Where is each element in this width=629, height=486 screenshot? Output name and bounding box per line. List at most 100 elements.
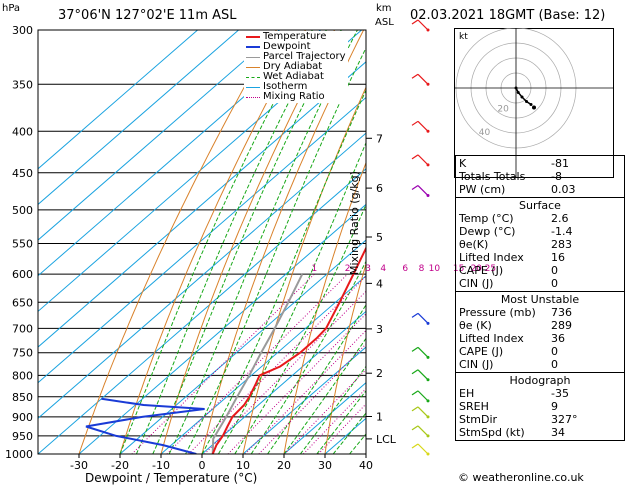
wind-barb-flag — [411, 19, 419, 25]
row-value: -1.4 — [551, 225, 573, 238]
legend-item: Mixing Ratio — [246, 92, 346, 102]
legend-label: Isotherm — [263, 81, 308, 92]
row-label: θe (K) — [459, 319, 492, 332]
wind-barb — [417, 443, 429, 455]
isotherm-line — [78, 203, 366, 454]
wind-barb-flag — [411, 425, 419, 431]
most-unstable-table: Most Unstable Pressure (mb) 736 θe (K) 289 Li… — [455, 291, 625, 373]
row-value: 9 — [551, 400, 558, 413]
asl-label: ASL — [375, 17, 394, 28]
table-row: PW (cm) 0.03 — [459, 183, 621, 196]
hodograph-point — [516, 91, 520, 94]
isotherm-line — [119, 239, 366, 454]
wind-barb-base — [426, 415, 430, 419]
wind-barb — [417, 185, 429, 196]
wind-barb — [417, 154, 429, 166]
pressure-tick-label: 400 — [12, 125, 33, 138]
pressure-tick-label: 600 — [12, 268, 33, 281]
legend-swatch — [246, 96, 260, 98]
legend-item: Dry Adiabat — [246, 62, 346, 72]
mixing-ratio-line — [188, 275, 366, 454]
row-label: θe(K) — [459, 238, 489, 251]
storm-motion-marker — [532, 105, 536, 110]
datetime-label: 02.03.2021 18GMT (Base: 12) — [410, 8, 606, 23]
wind-barb-base — [426, 452, 430, 456]
table-row: CIN (J) 0 — [459, 277, 621, 290]
row-value: 283 — [551, 238, 572, 251]
table-row: CAPE (J) 0 — [459, 345, 621, 358]
wind-barb-base — [426, 163, 430, 167]
row-value: 2.6 — [551, 212, 569, 225]
mixing-ratio-line — [284, 368, 366, 454]
wind-barb-base — [426, 28, 430, 32]
table-row: CAPE (J) 0 — [459, 264, 621, 277]
wet-adiabat-line — [299, 365, 366, 454]
km-tick-label: 6 — [376, 182, 383, 195]
pressure-tick-label: 450 — [12, 167, 33, 180]
table-row: Pressure (mb) 736 — [459, 306, 621, 319]
mixing-ratio-line — [303, 387, 366, 454]
row-label: Dewp (°C) — [459, 225, 516, 238]
dry-adiabat-line — [78, 30, 277, 454]
table-row: θe (K) 289 — [459, 319, 621, 332]
dry-adiabat-line — [119, 30, 306, 454]
mixing-ratio-label: 3 — [365, 264, 371, 274]
isotherm-line — [38, 30, 198, 170]
pressure-tick-label: 750 — [12, 347, 33, 360]
mixing-ratio-line — [317, 403, 366, 454]
row-label: Pressure (mb) — [459, 306, 536, 319]
isotherm-line — [38, 30, 321, 277]
legend-swatch — [246, 56, 260, 58]
wind-barb — [417, 120, 429, 132]
wind-barb-base — [426, 355, 430, 359]
wet-adiabat-line — [185, 46, 366, 454]
row-value: 0 — [551, 358, 558, 371]
wind-barb-flag — [411, 346, 419, 352]
row-value: 0 — [551, 264, 558, 277]
most-unstable-table-title: Most Unstable — [500, 293, 580, 306]
wet-adiabat-line — [201, 88, 366, 454]
wind-barb — [417, 369, 429, 381]
parcel-trajectory-line — [211, 273, 304, 454]
isotherm-line — [38, 30, 239, 206]
wind-barb — [417, 73, 429, 85]
legend-item: Parcel Trajectory — [246, 52, 346, 62]
wind-barb-base — [426, 321, 430, 325]
row-value: 16 — [551, 251, 565, 264]
isotherm-line — [201, 310, 366, 454]
hodograph-unit: kt — [459, 32, 468, 42]
mixing-ratio-label: 15 — [453, 264, 464, 274]
wet-adiabat-line — [152, 30, 342, 454]
wind-barb — [417, 390, 429, 402]
table-row: θe(K) 283 — [459, 238, 621, 251]
isotherm-line — [283, 382, 366, 454]
pressure-tick-label: 500 — [12, 204, 33, 217]
temperature-tick-label: 10 — [236, 459, 250, 472]
mixing-ratio-line — [204, 290, 366, 454]
legend-item: Isotherm — [246, 82, 346, 92]
row-value: 736 — [551, 306, 572, 319]
row-label: Temp (°C) — [459, 212, 514, 225]
hodograph-stats-table-title: Hodograph — [509, 374, 571, 387]
temperature-line — [211, 245, 366, 454]
row-value: 0.03 — [551, 183, 576, 196]
legend-label: Temperature — [263, 31, 327, 42]
table-row: StmSpd (kt) 34 — [459, 426, 621, 439]
pressure-tick-label: 550 — [12, 237, 33, 250]
mixing-ratio-line — [244, 329, 366, 454]
km-tick-label: 1 — [376, 411, 383, 424]
km-tick-label: LCL — [376, 433, 397, 446]
km-tick-label: 4 — [376, 277, 383, 290]
wind-barb-base — [426, 434, 430, 438]
hodograph-point — [529, 103, 533, 106]
legend-label: Dry Adiabat — [263, 61, 323, 72]
pressure-tick-label: 1000 — [5, 448, 33, 461]
hodograph-ring-label: 20 — [497, 104, 509, 114]
row-label: StmDir — [459, 413, 498, 426]
row-label: SREH — [459, 400, 489, 413]
legend-label: Parcel Trajectory — [263, 51, 346, 62]
row-label: CIN (J) — [459, 358, 494, 371]
dry-adiabat-line — [242, 85, 366, 454]
legend-item: Temperature — [246, 32, 346, 42]
